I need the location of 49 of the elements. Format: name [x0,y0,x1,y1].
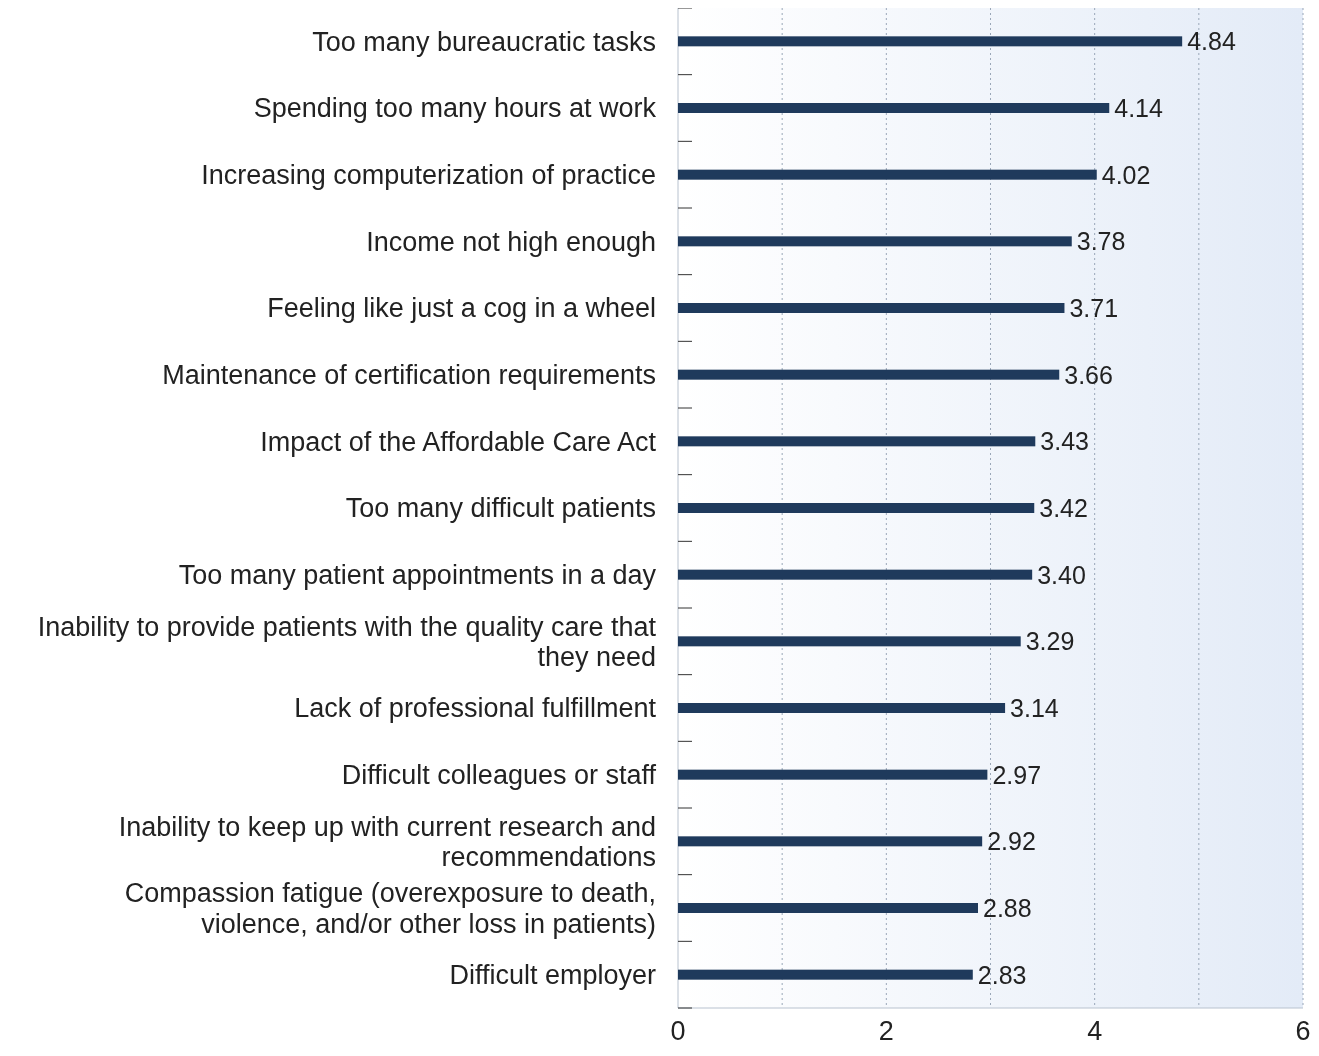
bar [678,769,988,780]
data-label: 3.29 [1025,627,1075,656]
data-label: 2.88 [983,894,1032,922]
data-label: 3.42 [1039,494,1088,522]
y-tick-label: Lack of professional fulfillment [294,693,657,724]
y-tick-label: Difficult employer [449,960,656,991]
data-label: 3.40 [1037,560,1086,589]
bar [678,503,1035,513]
y-tick-label: Compassion fatigue (overexposure to death, violence, and/or other loss in patients) [124,878,656,939]
y-tick-label: Inability to keep up with current research and recommendations [118,811,656,872]
y-tick-label: Feeling like just a cog in a wheel [267,293,656,324]
bar [678,703,1006,713]
data-label: 4.84 [1187,27,1236,56]
x-tick-label: 2 [878,1016,894,1046]
x-tick-label: 6 [1295,1016,1311,1046]
y-tick-label: Spending too many hours at work [253,93,657,124]
data-label: 3.43 [1040,427,1089,456]
y-tick-label: Income not high enough [366,226,656,257]
bar [678,436,1036,447]
data-label: 3.66 [1064,360,1113,389]
y-tick-label: Too many bureaucratic tasks [312,26,656,57]
y-tick-label: Difficult colleagues or staff [341,760,657,791]
bar [678,969,973,980]
bar [678,569,1033,580]
bar [678,103,1110,113]
data-label: 3.14 [1010,694,1059,722]
data-label: 2.92 [987,827,1036,856]
bar [678,369,1060,380]
y-tick-label: Inability to provide patients with the quality care that they need [37,611,657,672]
bar [678,36,1183,47]
x-tick-label: 4 [1087,1016,1103,1046]
bar [678,636,1021,647]
y-tick-label: Impact of the Affordable Care Act [260,426,657,457]
data-label: 2.97 [992,760,1042,789]
data-label: 4.02 [1101,160,1151,189]
data-label: 3.78 [1076,227,1126,256]
bar [678,836,983,847]
y-tick-label: Too many patient appointments in a day [178,560,657,591]
data-label: 4.14 [1114,94,1163,122]
bar [678,236,1072,247]
x-tick-label: 0 [670,1016,686,1046]
bar [678,903,978,913]
bar [678,169,1097,180]
y-tick-label: Too many difficult patients [345,493,656,524]
y-tick-label: Increasing computerization of practice [201,160,656,191]
data-label: 2.83 [977,960,1027,989]
data-label: 3.71 [1069,294,1119,322]
y-tick-label: Maintenance of certification requirements [162,360,656,391]
bar [678,303,1065,313]
